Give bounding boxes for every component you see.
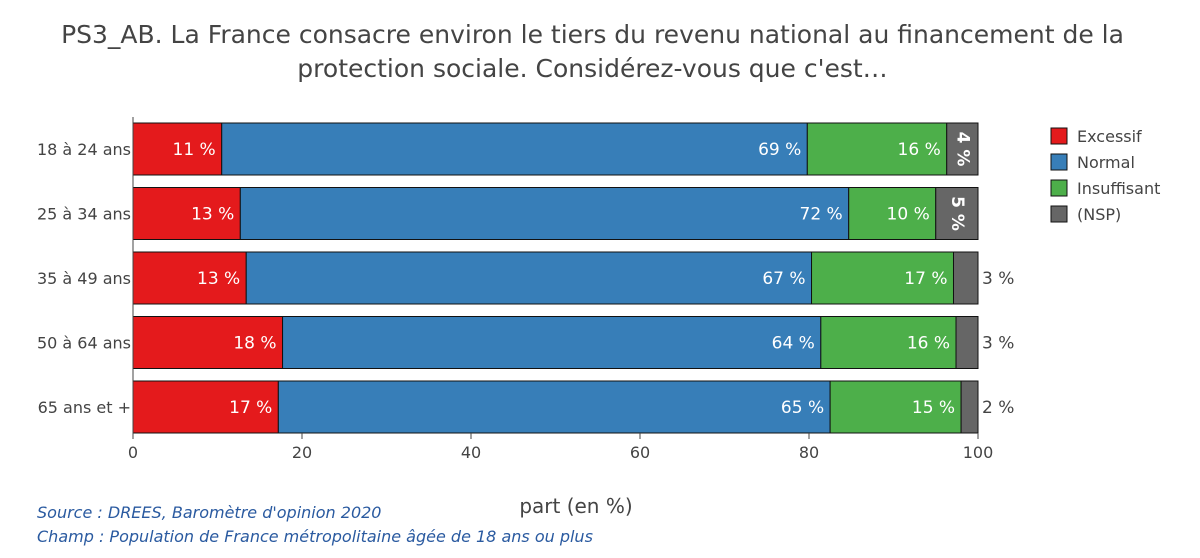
data-label: 72 % — [800, 205, 843, 225]
legend-swatch-insuffisant — [1050, 179, 1068, 197]
bar-insuffisant-5 — [829, 380, 962, 434]
bar-normal-1 — [221, 122, 808, 176]
chart-title-line-1: PS3_AB. La France consacre environ le ti… — [61, 20, 1124, 49]
data-label: 2 % — [982, 398, 1014, 418]
legend-label: Normal — [1077, 153, 1135, 172]
bar-insuffisant-4 — [820, 316, 957, 369]
bar-insuffisant-3 — [811, 251, 954, 305]
x-tick-label: 100 — [963, 443, 994, 462]
category-label: 25 à 34 ans — [37, 205, 131, 224]
category-label: 18 à 24 ans — [37, 140, 131, 159]
bar-nsp-1 — [946, 122, 979, 176]
category-label: 50 à 64 ans — [37, 334, 131, 353]
legend-label: Insuffisant — [1077, 179, 1160, 198]
x-tick-label: 40 — [461, 443, 481, 462]
bar-excessif-1 — [132, 122, 223, 176]
bar-excessif-4 — [132, 316, 284, 369]
x-tick-label: 20 — [292, 443, 312, 462]
bar-nsp-5 — [960, 380, 979, 434]
bar-excessif-2 — [132, 187, 241, 240]
data-label: 10 % — [887, 205, 930, 225]
data-label: 16 % — [898, 140, 941, 160]
bar-nsp-3 — [952, 251, 979, 305]
x-tick-label: 80 — [799, 443, 819, 462]
bar-nsp-2 — [935, 187, 979, 240]
x-tick-label: 0 — [128, 443, 138, 462]
data-label: 18 % — [233, 334, 276, 354]
legend-label: (NSP) — [1077, 205, 1121, 224]
x-tick-label: 60 — [630, 443, 650, 462]
data-label: 4 % — [952, 132, 972, 167]
legend-label: Excessif — [1077, 127, 1142, 146]
legend-swatch-normal — [1050, 153, 1068, 171]
legend-swatch-nsp — [1050, 205, 1068, 223]
data-label: 17 % — [904, 269, 947, 289]
data-label: 16 % — [907, 334, 950, 354]
data-label: 5 % — [947, 196, 967, 231]
source-note: Source : DREES, Baromètre d'opinion 2020 — [37, 503, 382, 522]
data-label: 15 % — [912, 398, 955, 418]
bar-excessif-3 — [132, 251, 247, 305]
bar-normal-3 — [245, 251, 813, 305]
bar-normal-5 — [277, 380, 831, 434]
data-label: 13 % — [197, 269, 240, 289]
scope-note: Champ : Population de France métropolita… — [37, 527, 593, 546]
data-label: 11 % — [173, 140, 216, 160]
data-label: 3 % — [982, 334, 1014, 354]
chart-title: PS3_AB. La France consacre environ le ti… — [0, 18, 1185, 86]
bar-insuffisant-2 — [848, 187, 937, 240]
data-label: 69 % — [758, 140, 801, 160]
data-label: 65 % — [781, 398, 824, 418]
data-label: 17 % — [229, 398, 272, 418]
data-label: 13 % — [191, 205, 234, 225]
data-label: 3 % — [982, 269, 1014, 289]
legend-swatch-excessif — [1050, 127, 1068, 145]
chart-title-line-2: protection sociale. Considérez-vous que … — [297, 54, 888, 83]
bar-excessif-5 — [132, 380, 279, 434]
bar-nsp-4 — [955, 316, 979, 369]
category-label: 65 ans et + — [38, 398, 131, 417]
x-axis-title: part (en %) — [519, 494, 632, 518]
bar-normal-2 — [239, 187, 850, 240]
data-label: 67 % — [762, 269, 805, 289]
category-label: 35 à 49 ans — [37, 269, 131, 288]
bar-normal-4 — [282, 316, 822, 369]
data-label: 64 % — [772, 334, 815, 354]
